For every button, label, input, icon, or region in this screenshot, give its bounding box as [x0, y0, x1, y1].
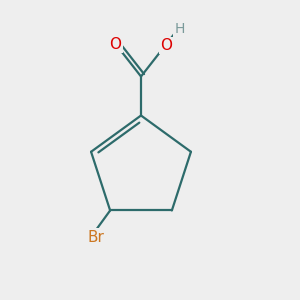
- Text: Br: Br: [87, 230, 104, 244]
- Text: O: O: [160, 38, 172, 53]
- Text: O: O: [110, 37, 122, 52]
- Text: H: H: [175, 22, 185, 36]
